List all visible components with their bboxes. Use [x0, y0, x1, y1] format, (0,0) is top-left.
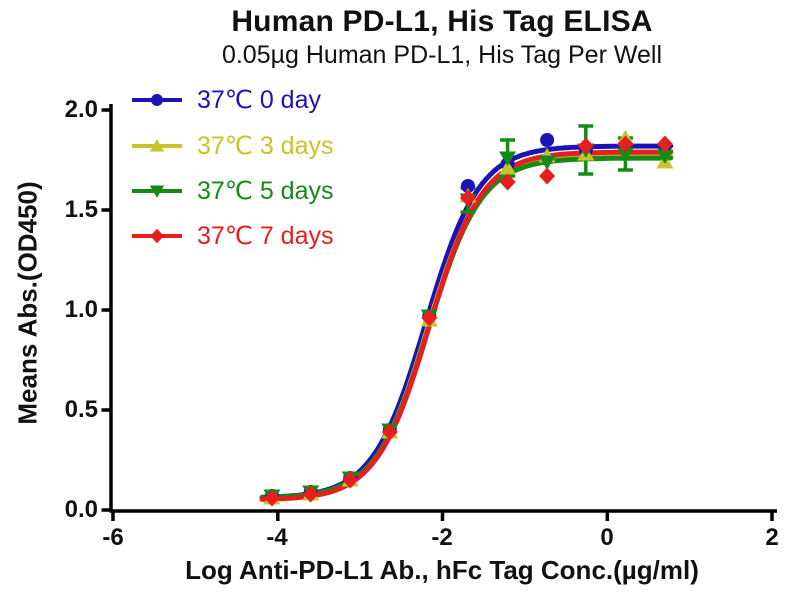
diamond-data-point [656, 135, 673, 153]
x-axis-label: Log Anti-PD-L1 Ab., hFc Tag Conc.(µg/ml) [185, 555, 699, 585]
legend-item-3: 37℃ 7 days [131, 222, 334, 250]
series-3-fit-curve [259, 149, 674, 502]
legend-triangle-down-icon [132, 185, 182, 198]
circle-data-point [540, 133, 555, 147]
y-tick-label-1.0: 1.0 [64, 296, 98, 323]
diamond-data-point [460, 189, 476, 207]
diamond-data-point [381, 423, 398, 441]
legend-label: 37℃ 7 days [197, 222, 334, 250]
diamond-data-point [302, 485, 319, 503]
legend-label: 37℃ 5 days [197, 177, 334, 205]
triangle-down-data-point [656, 149, 674, 164]
triangle-down-data-point [499, 151, 517, 166]
diamond-data-point [577, 137, 594, 155]
x-tick-label--2: -2 [431, 524, 453, 551]
diamond-data-point [342, 471, 359, 489]
legend-item-1: 37℃ 3 days [131, 132, 334, 160]
x-tick-label-2: 2 [765, 524, 779, 551]
diamond-data-point [539, 167, 556, 185]
axes [101, 104, 777, 521]
legend-label: 37℃ 0 day [197, 86, 321, 114]
diamond-data-point [264, 489, 280, 507]
chart-title: Human PD-L1, His Tag ELISA [231, 5, 653, 38]
diamond-data-point [421, 309, 438, 327]
legend-triangle-up-icon [132, 139, 182, 152]
triangle-down-data-point [538, 155, 556, 170]
x-tick-label--6: -6 [102, 524, 124, 551]
legend-item-2: 37℃ 5 days [131, 177, 334, 205]
legend-label: 37℃ 3 days [197, 132, 334, 160]
series-3-points [264, 135, 673, 507]
triangle-up-data-point [499, 160, 517, 175]
y-axis-label-text: Means Abs.(OD450) [12, 181, 43, 425]
y-tick-label-2.0: 2.0 [64, 96, 98, 123]
diamond-data-point [617, 135, 634, 153]
y-tick-label-0.5: 0.5 [64, 396, 98, 423]
x-tick-label-0: 0 [600, 524, 614, 551]
legend-circle-icon [132, 94, 182, 106]
x-tick-label--4: -4 [266, 524, 288, 551]
chart-subtitle: 0.05µg Human PD-L1, His Tag Per Well [221, 41, 663, 69]
circle-data-point [461, 179, 475, 193]
y-tick-label-0.0: 0.0 [64, 496, 98, 523]
legend-item-0: 37℃ 0 day [131, 86, 321, 114]
legend-diamond-icon [132, 228, 182, 244]
diamond-data-point [499, 173, 516, 191]
y-tick-label-1.5: 1.5 [64, 196, 98, 223]
triangle-down-data-point [616, 147, 634, 162]
